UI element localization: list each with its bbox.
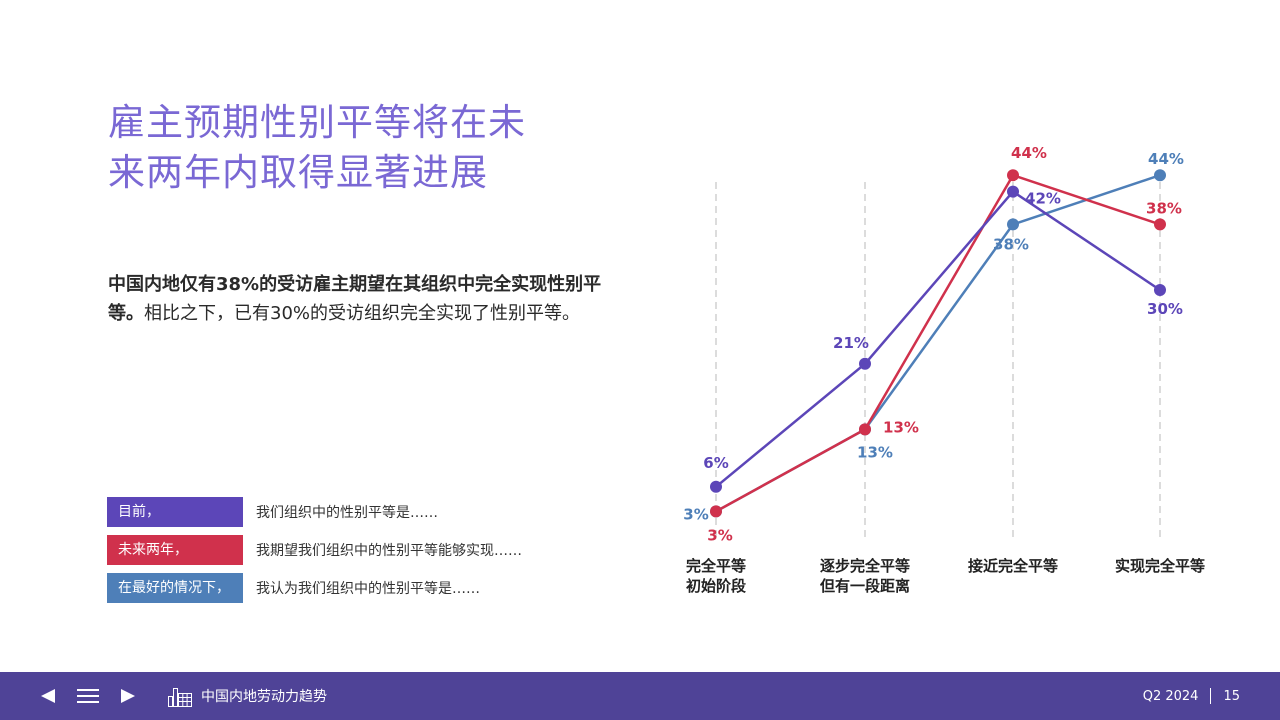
report-period: Q2 2024	[1142, 688, 1199, 704]
data-point-s2-3	[1154, 169, 1166, 182]
data-point-s1-3	[1154, 218, 1166, 231]
data-label-s2-1: 13%	[857, 443, 893, 461]
data-label-s0-0: 6%	[703, 454, 728, 472]
series-line-2	[715, 174, 1161, 513]
body-regular-text: 相比之下，已有30%的受访组织完全实现了性别平等。	[144, 303, 581, 324]
prev-button[interactable]	[36, 672, 60, 720]
x-tick-label: 逐步完全平等	[820, 557, 910, 575]
footer-meta: Q2 2024 15	[1143, 672, 1240, 720]
data-label-s0-1: 21%	[833, 334, 869, 352]
data-point-s1-2	[1007, 169, 1019, 182]
data-label-s1-2: 44%	[1011, 144, 1047, 162]
data-label-s1-3: 38%	[1146, 199, 1182, 217]
data-label-s0-3: 30%	[1147, 300, 1183, 318]
data-label-s1-0: 3%	[707, 526, 732, 544]
triangle-left-icon	[41, 689, 55, 703]
series-line-1	[715, 173, 1161, 513]
legend-desc-two-years: 我期望我们组织中的性别平等能够实现……	[256, 543, 522, 559]
footer-bar: 中国内地劳动力趋势 Q2 2024 15	[0, 672, 1280, 720]
x-tick-label: 但有一段距离	[819, 577, 910, 595]
title-line-1: 雇主预期性别平等将在未	[108, 101, 526, 144]
data-label-s0-2: 42%	[1025, 190, 1061, 208]
footer-divider	[1210, 688, 1212, 704]
legend-item-best-case: 在最好的情况下， 我认为我们组织中的性别平等是……	[107, 573, 627, 603]
triangle-right-icon	[121, 689, 135, 703]
page-title: 雇主预期性别平等将在未 来两年内取得显著进展	[108, 98, 578, 198]
next-button[interactable]	[116, 672, 140, 720]
chart-legend: 目前， 我们组织中的性别平等是…… 未来两年， 我期望我们组织中的性别平等能够实…	[107, 497, 627, 611]
title-line-2: 来两年内取得显著进展	[108, 151, 488, 194]
data-label-s2-3: 44%	[1148, 150, 1184, 168]
data-point-s0-1	[859, 357, 871, 370]
body-bold-text: 中国内地仅有38%的受访雇主期望在其组织中完全实现性别平等。	[108, 274, 602, 324]
hamburger-menu-icon	[77, 689, 99, 703]
city-building-icon	[168, 688, 192, 707]
data-point-s1-0	[710, 505, 722, 518]
data-label-s2-2: 38%	[993, 235, 1029, 253]
x-tick-label: 初始阶段	[686, 577, 746, 595]
legend-desc-best-case: 我认为我们组织中的性别平等是……	[256, 581, 480, 597]
legend-tag-best-case: 在最好的情况下，	[107, 573, 243, 603]
body-paragraph: 中国内地仅有38%的受访雇主期望在其组织中完全实现性别平等。相比之下，已有30%…	[108, 270, 618, 328]
data-point-s0-2	[1007, 185, 1019, 198]
footer-brand: 中国内地劳动力趋势	[167, 672, 327, 720]
legend-item-two-years: 未来两年， 我期望我们组织中的性别平等能够实现……	[107, 535, 627, 565]
data-label-s1-1: 13%	[883, 418, 919, 436]
page-number: 15	[1223, 688, 1240, 704]
menu-button[interactable]	[74, 672, 102, 720]
data-point-s0-0	[710, 480, 722, 493]
legend-desc-current: 我们组织中的性别平等是……	[256, 505, 438, 521]
series-line-0	[715, 190, 1161, 488]
x-tick-label: 接近完全平等	[968, 557, 1058, 575]
x-tick-label: 完全平等	[686, 557, 746, 575]
data-point-s1-1	[859, 423, 871, 436]
legend-tag-current: 目前，	[107, 497, 243, 527]
data-point-s2-2	[1007, 218, 1019, 231]
legend-tag-two-years: 未来两年，	[107, 535, 243, 565]
footer-brand-label: 中国内地劳动力趋势	[201, 689, 327, 705]
legend-item-current: 目前， 我们组织中的性别平等是……	[107, 497, 627, 527]
data-label-s2-0: 3%	[683, 505, 708, 523]
x-tick-label: 实现完全平等	[1115, 557, 1205, 575]
data-point-s0-3	[1154, 284, 1166, 296]
